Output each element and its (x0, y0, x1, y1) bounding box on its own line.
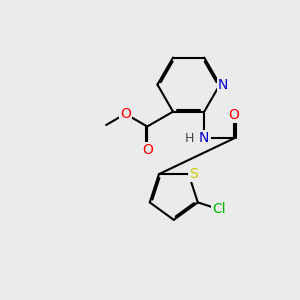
Text: O: O (142, 143, 153, 157)
Text: O: O (120, 107, 131, 121)
Text: H: H (184, 132, 194, 145)
Text: N: N (199, 131, 209, 146)
Text: S: S (189, 167, 197, 181)
Text: N: N (218, 78, 228, 92)
Text: Cl: Cl (212, 202, 226, 216)
Text: O: O (229, 108, 239, 122)
